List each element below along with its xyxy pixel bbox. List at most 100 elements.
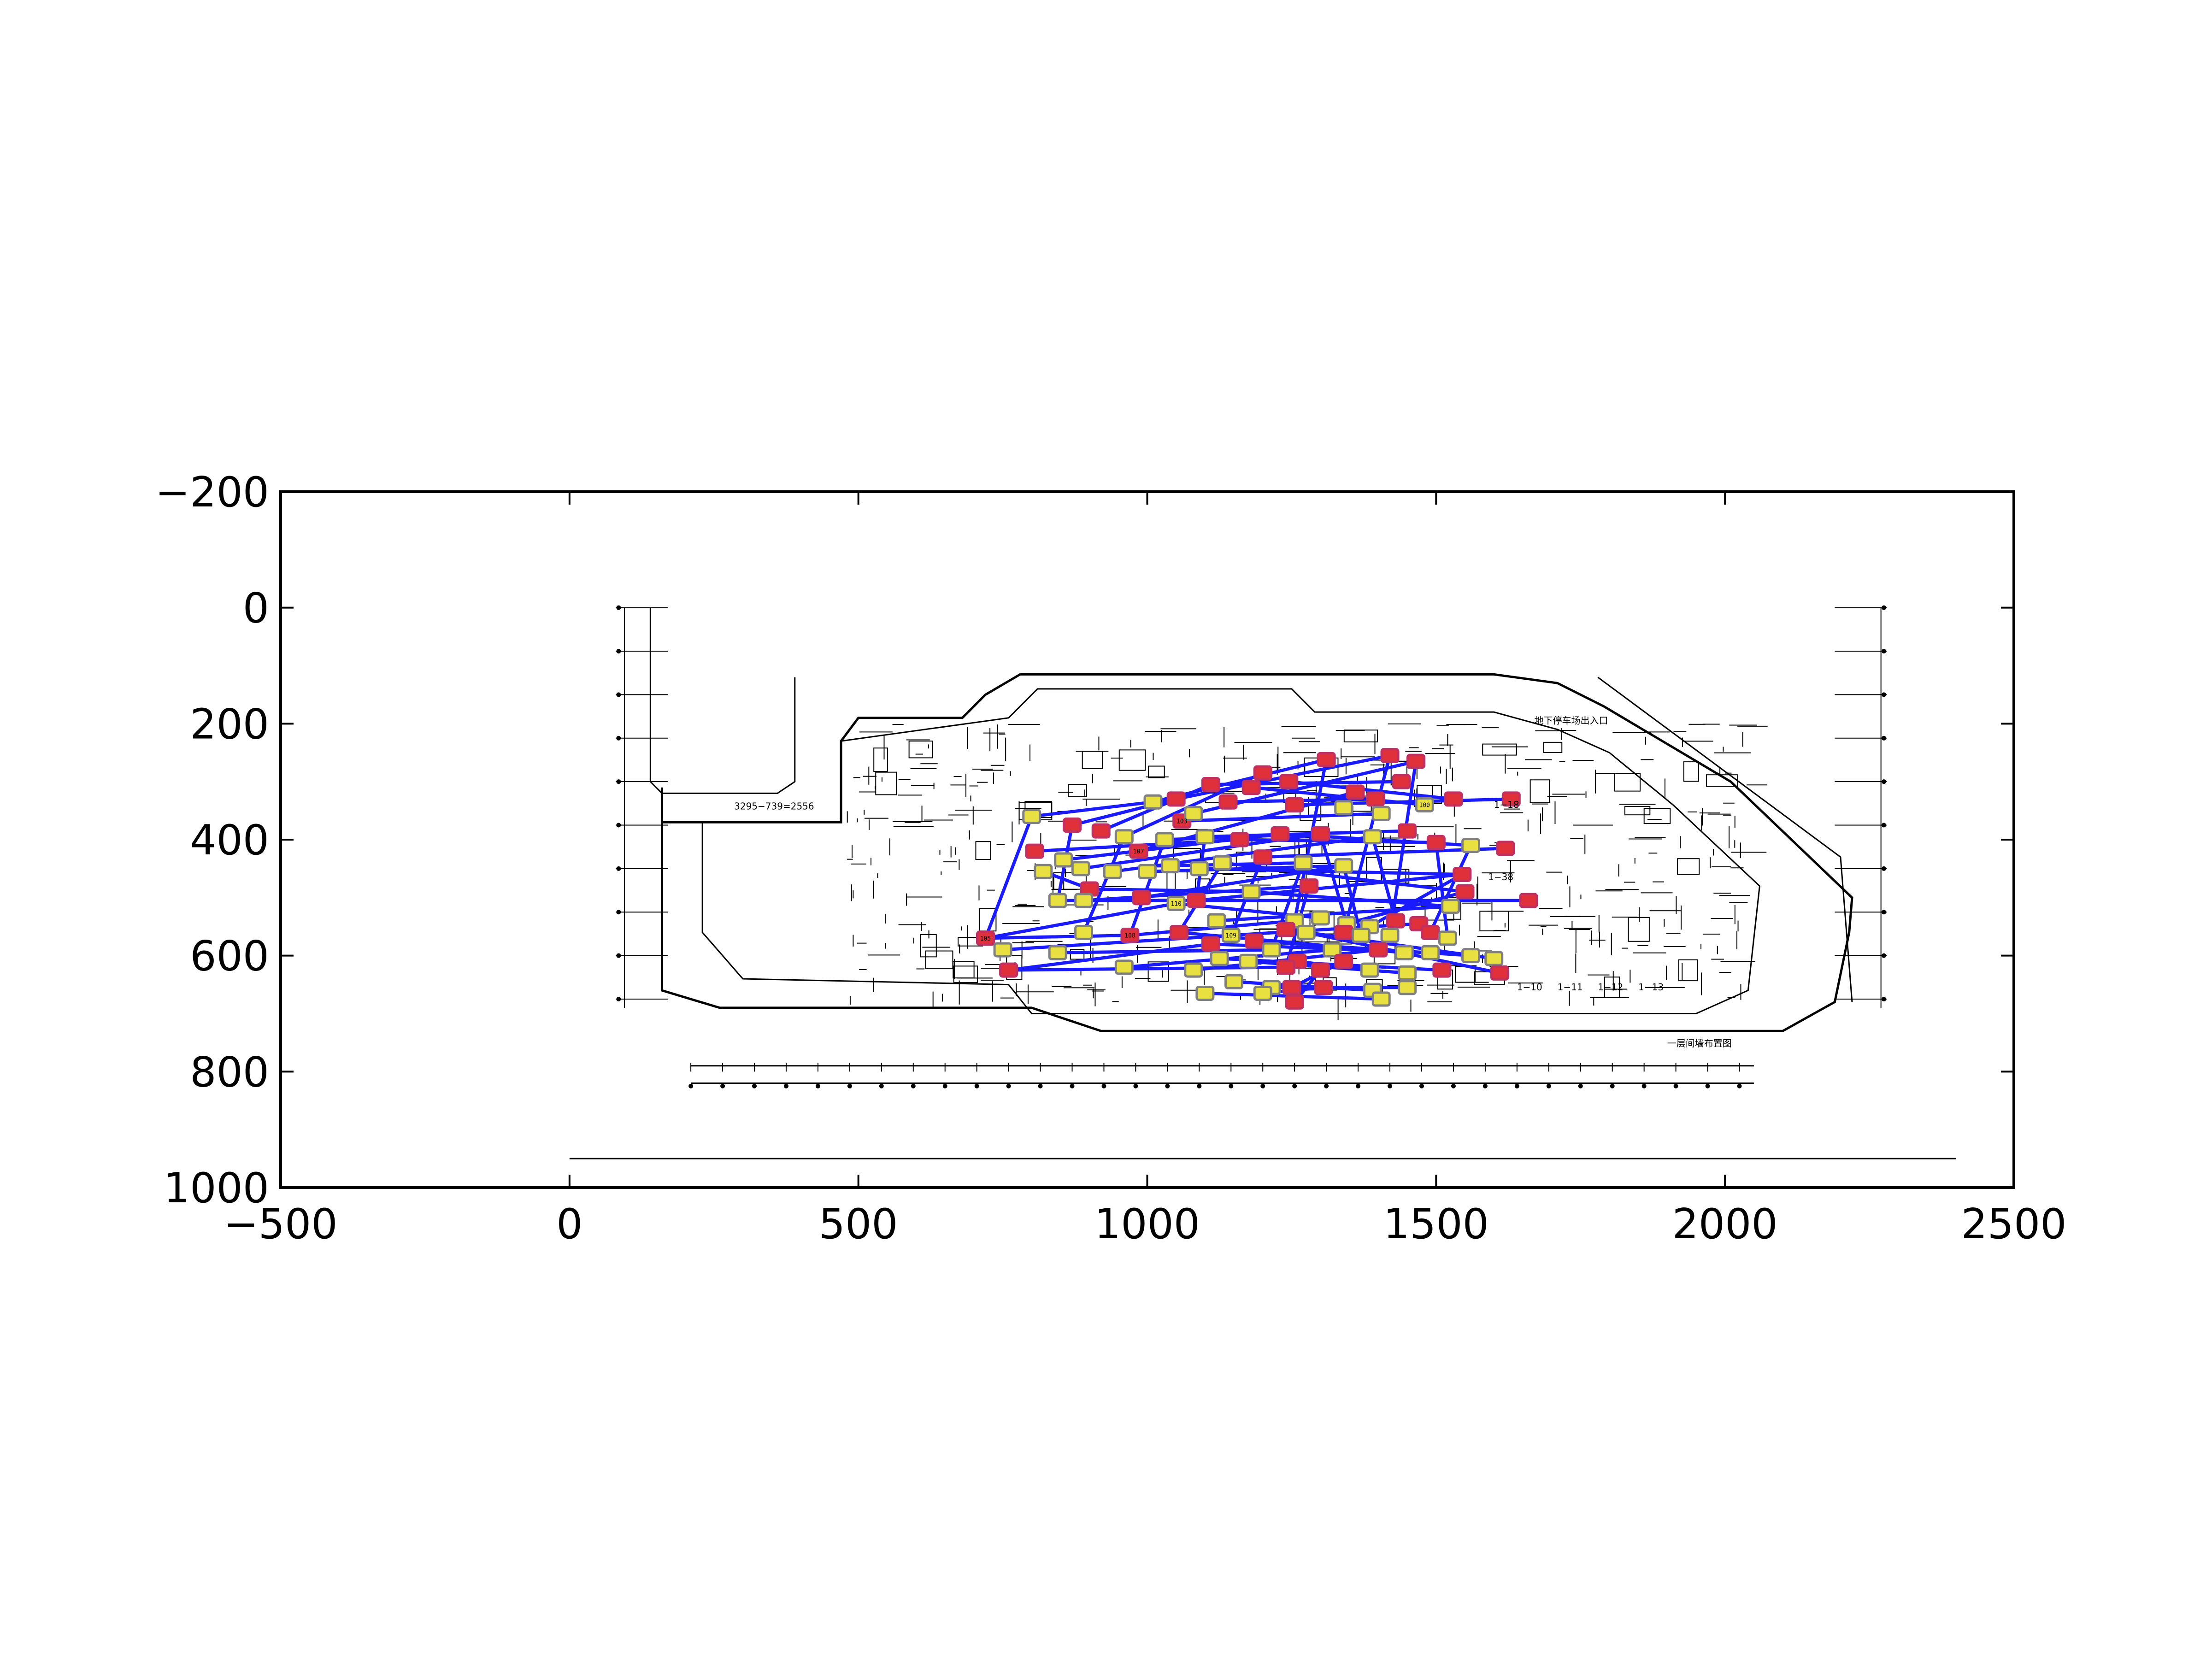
node-marker — [1415, 797, 1434, 812]
plan-grid-dot — [616, 649, 621, 654]
plan-grid-dot — [783, 1083, 788, 1088]
node-marker — [1285, 797, 1304, 812]
plan-grid-dot — [1578, 1083, 1583, 1088]
plan-room — [1678, 959, 1698, 982]
node-marker — [1406, 753, 1425, 769]
node-marker — [1394, 945, 1414, 960]
plan-room — [920, 934, 937, 958]
plan-grid-dot — [1881, 910, 1886, 915]
node-marker — [1398, 965, 1417, 981]
plan-room — [1614, 773, 1641, 792]
plan-room — [1068, 784, 1087, 797]
plan-grid-dot — [688, 1083, 694, 1088]
node-marker — [1262, 942, 1281, 958]
node-marker — [1311, 962, 1330, 978]
plan-grid-dot — [1610, 1083, 1615, 1088]
x-tick-label: 1000 — [1094, 1200, 1200, 1248]
node-marker — [1230, 832, 1249, 847]
y-axis: −200 0 200 400 600 800 1000 — [155, 468, 2014, 1212]
node-marker — [1496, 841, 1515, 856]
node-marker — [1218, 794, 1238, 810]
node-marker — [1363, 829, 1382, 845]
node-labels: 103 107 100 108 109 105 110 — [980, 802, 1430, 942]
node-marker — [1444, 791, 1463, 807]
node-marker — [1380, 928, 1400, 943]
plan-text-label: 1−12 — [1598, 982, 1623, 993]
plan-grid-dot — [1737, 1083, 1742, 1088]
plan-text-label: 1−13 — [1638, 982, 1664, 993]
x-axis: −500 0 500 1000 1500 2000 2500 — [224, 492, 2067, 1248]
node-marker — [1421, 945, 1440, 960]
node-marker — [1276, 922, 1295, 937]
node-marker — [1421, 924, 1440, 940]
node-marker — [1441, 899, 1460, 914]
path-segment — [1001, 934, 1233, 952]
node-marker — [1207, 913, 1226, 929]
node-marker — [1063, 818, 1082, 833]
plan-grid-dot — [1324, 1083, 1329, 1088]
node-marker — [1114, 829, 1134, 845]
path-segment — [1319, 832, 1348, 925]
plan-grid-dot — [1483, 1083, 1488, 1088]
plan-grid-dot — [616, 605, 621, 610]
plan-grid-dot — [942, 1083, 947, 1088]
plan-text-label: 地下停车场出入口 — [1534, 715, 1608, 726]
node-marker — [1360, 962, 1379, 978]
plan-room — [1628, 917, 1650, 942]
plan-grid-dot — [1101, 1083, 1106, 1088]
node-number: 105 — [980, 935, 991, 942]
plan-grid-dot — [616, 823, 621, 828]
node-marker — [1129, 843, 1148, 859]
plan-text-label: 3295−739=2556 — [734, 801, 814, 812]
path-segment — [1030, 800, 1155, 818]
node-marker — [1279, 774, 1299, 789]
x-tick-label: −500 — [224, 1200, 337, 1248]
plan-grid-dot — [1881, 735, 1886, 741]
path-segment — [1128, 838, 1166, 937]
node-marker — [1311, 910, 1330, 926]
plan-room — [1643, 808, 1671, 824]
node-marker — [1351, 928, 1371, 943]
node-marker — [1282, 980, 1301, 995]
node-marker — [1166, 895, 1186, 911]
x-tick-label: 500 — [819, 1200, 898, 1248]
node-marker — [1300, 878, 1319, 894]
node-marker — [1334, 953, 1353, 969]
plan-grid-dot — [1070, 1083, 1075, 1088]
plan-grid-dot — [1673, 1083, 1678, 1088]
node-number: 109 — [1226, 933, 1236, 940]
plan-room — [1479, 911, 1509, 931]
plan-outline — [1597, 677, 1853, 1002]
node-number: 110 — [1171, 900, 1181, 907]
node-marker — [1380, 748, 1400, 764]
plan-room — [1677, 858, 1700, 875]
node-marker — [1224, 974, 1244, 989]
node-marker — [1484, 951, 1504, 966]
plan-grid-dot — [1451, 1083, 1456, 1088]
node-marker — [1334, 924, 1353, 940]
node-marker — [1054, 852, 1073, 868]
y-tick-label: 800 — [190, 1048, 269, 1096]
plan-room — [1148, 765, 1165, 778]
node-marker — [1392, 774, 1411, 789]
plan-room — [1604, 977, 1620, 998]
plan-grid-dot — [1881, 779, 1886, 784]
node-marker — [1114, 959, 1134, 975]
y-tick-label: 400 — [190, 816, 269, 865]
node-marker — [1455, 884, 1475, 900]
plan-room — [873, 747, 888, 772]
node-marker — [1285, 994, 1304, 1010]
plan-room — [1343, 729, 1378, 742]
plan-grid-dot — [1881, 692, 1886, 697]
plan-text-label: 1−18 — [1494, 799, 1519, 810]
plan-room — [975, 841, 991, 860]
plan-outline — [701, 688, 1760, 1014]
plan-grid-dot — [1881, 823, 1886, 828]
node-marker — [1294, 855, 1313, 871]
plan-text-label: 1−10 — [1517, 982, 1542, 993]
plan-room — [953, 961, 975, 979]
y-tick-label: 1000 — [164, 1164, 269, 1212]
plan-grid-dot — [752, 1083, 757, 1088]
x-tick-label: 1500 — [1383, 1200, 1489, 1248]
path-segment — [1371, 835, 1398, 923]
